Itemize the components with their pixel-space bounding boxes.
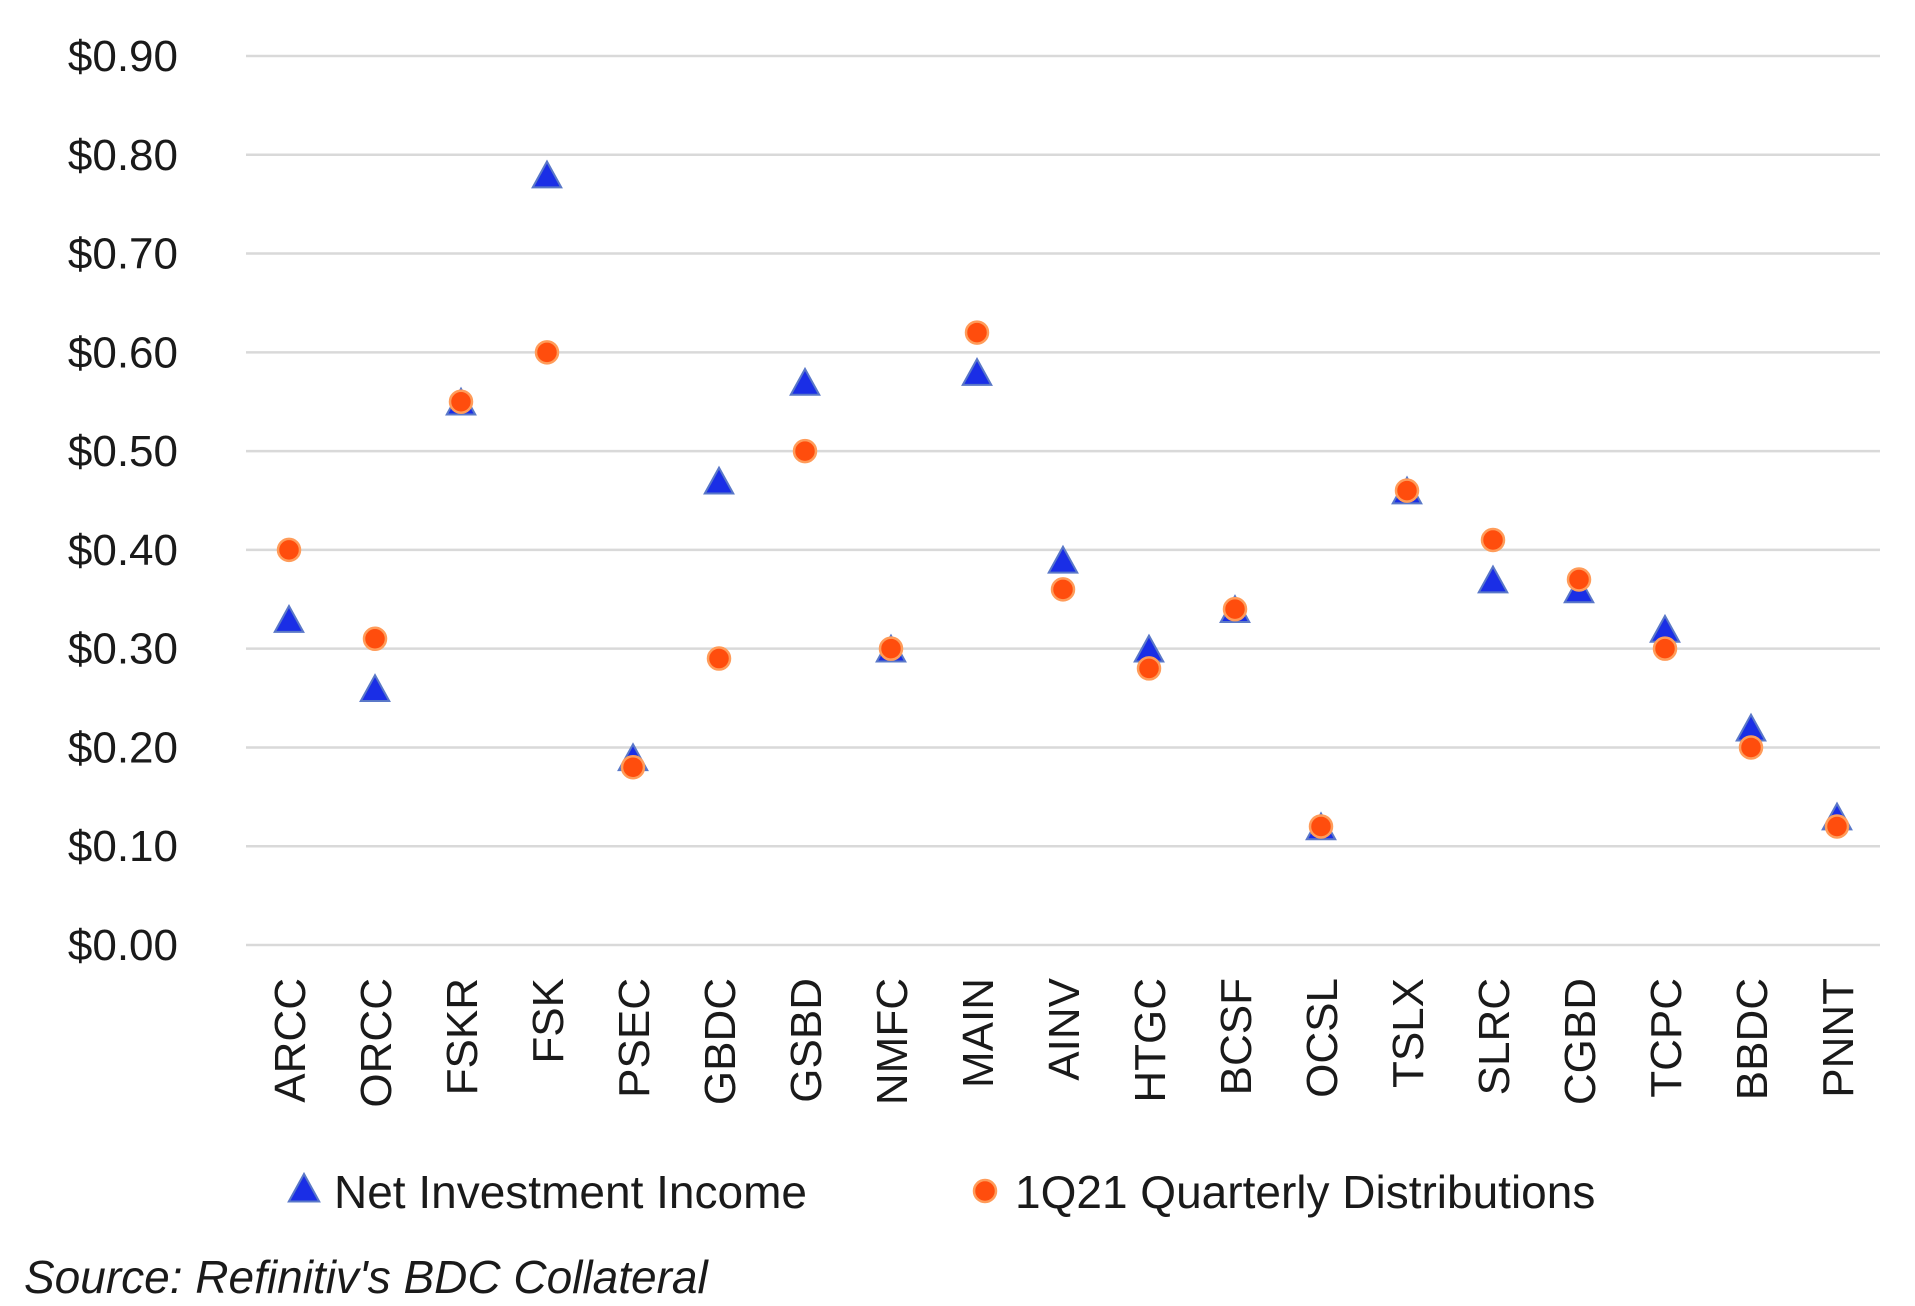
- gridlines: [246, 54, 1880, 947]
- x-tick-label: FSKR: [438, 978, 487, 1095]
- legend-triangle-icon: [287, 1171, 321, 1203]
- distribution-circle-point: [276, 537, 302, 563]
- y-tick-label: $0.50: [68, 427, 178, 476]
- distribution-circle-point: [620, 754, 646, 780]
- y-tick-label: $0.80: [68, 131, 178, 180]
- x-tick-label: GSBD: [782, 978, 831, 1103]
- data-points: [273, 159, 1853, 841]
- distribution-circle-point: [1136, 656, 1162, 681]
- x-axis-tick-labels: ARCC ORCC FSKR FSK PSEC GBDC GSBD NMFC MAIN AINV H…: [266, 977, 1863, 1107]
- distribution-circle-point: [1222, 596, 1248, 622]
- nii-triangle-point: [961, 357, 993, 386]
- distribution-circle-point: [1738, 735, 1764, 760]
- distribution-circle-point: [878, 636, 904, 661]
- x-tick-label: CGBD: [1556, 978, 1605, 1105]
- x-tick-label: SLRC: [1470, 978, 1519, 1095]
- legend-label-nii: Net Investment Income: [334, 1166, 807, 1218]
- distribution-circle-point: [1480, 527, 1506, 553]
- legend: Net Investment Income 1Q21 Quarterly Dist…: [287, 1166, 1595, 1218]
- distribution-circle-point: [1824, 814, 1850, 839]
- x-tick-label: OCSL: [1298, 978, 1347, 1098]
- distribution-circle-point: [1566, 567, 1592, 592]
- x-tick-label: TCPC: [1642, 978, 1691, 1098]
- y-tick-label: $0.90: [68, 32, 178, 81]
- nii-triangle-point: [789, 366, 821, 396]
- legend-circle-icon: [972, 1178, 998, 1204]
- x-tick-label: BCSF: [1212, 978, 1261, 1095]
- distribution-circle-point: [1394, 478, 1420, 503]
- distribution-circle-point: [362, 626, 388, 652]
- y-tick-label: $0.20: [68, 723, 178, 772]
- x-tick-label: MAIN: [954, 978, 1003, 1088]
- x-tick-label: ORCC: [352, 978, 401, 1108]
- legend-label-distributions: 1Q21 Quarterly Distributions: [1015, 1166, 1595, 1218]
- nii-triangle-point: [1047, 544, 1079, 574]
- y-tick-label: $0.00: [68, 921, 178, 970]
- y-tick-label: $0.60: [68, 328, 178, 377]
- distribution-circle-point: [1308, 814, 1334, 839]
- distribution-circle-point: [448, 389, 474, 414]
- x-tick-label: GBDC: [696, 978, 745, 1105]
- nii-triangle-point: [359, 673, 391, 702]
- y-tick-label: $0.30: [68, 625, 178, 674]
- x-tick-label: PSEC: [610, 978, 659, 1098]
- distribution-circle-point: [1050, 577, 1076, 602]
- y-axis-tick-labels: $0.00 $0.10 $0.20 $0.30 $0.40 $0.50 $0.60 $0.70…: [68, 32, 178, 970]
- distribution-circle-point: [964, 320, 990, 345]
- x-tick-label: BBDC: [1728, 978, 1777, 1100]
- y-tick-label: $0.10: [68, 822, 178, 871]
- x-tick-label: TSLX: [1384, 978, 1433, 1088]
- x-tick-label: FSK: [524, 978, 573, 1064]
- distribution-circle-point: [706, 646, 732, 671]
- nii-triangle-point: [273, 603, 305, 633]
- x-tick-label: ARCC: [266, 978, 315, 1103]
- x-tick-label: HTGC: [1126, 978, 1175, 1103]
- x-tick-label: AINV: [1040, 977, 1089, 1080]
- distribution-circle-point: [534, 340, 560, 365]
- y-tick-label: $0.40: [68, 526, 178, 575]
- distribution-circle-point: [1652, 636, 1678, 661]
- nii-triangle-point: [703, 465, 735, 495]
- x-tick-label: PNNT: [1814, 978, 1863, 1098]
- source-note: Source: Refinitiv's BDC Collateral: [24, 1251, 708, 1303]
- nii-triangle-point: [531, 159, 563, 189]
- distribution-circle-point: [792, 438, 818, 464]
- x-tick-label: NMFC: [868, 978, 917, 1105]
- y-tick-label: $0.70: [68, 230, 178, 279]
- nii-triangle-point: [1477, 564, 1509, 594]
